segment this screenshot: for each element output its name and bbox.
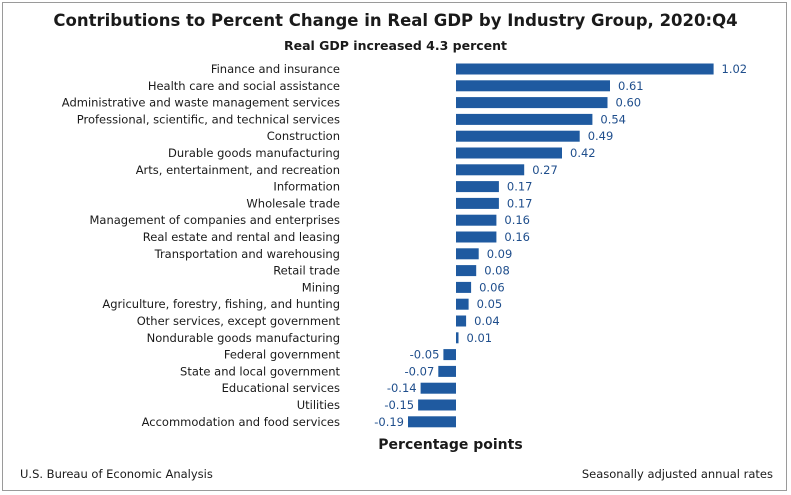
value-label: 0.49 <box>588 129 614 143</box>
category-label: Educational services <box>222 381 340 395</box>
value-label: 0.16 <box>504 213 530 227</box>
value-label: -0.15 <box>384 398 414 412</box>
bar <box>420 382 456 394</box>
category-label: Administrative and waste management serv… <box>62 96 340 110</box>
bar <box>456 214 497 226</box>
category-label: Durable goods manufacturing <box>168 146 340 160</box>
value-label: 0.27 <box>532 163 558 177</box>
bar <box>456 63 714 75</box>
bar <box>456 113 593 125</box>
bar <box>456 164 525 176</box>
category-label: Information <box>273 180 340 194</box>
category-label: Arts, entertainment, and recreation <box>136 163 340 177</box>
category-label: Real estate and rental and leasing <box>143 230 340 244</box>
category-label: Wholesale trade <box>246 196 340 210</box>
category-label: Finance and insurance <box>211 62 340 76</box>
category-label: Agriculture, forestry, fishing, and hunt… <box>102 297 340 311</box>
bar <box>456 281 472 293</box>
category-label: Federal government <box>224 348 341 362</box>
chart-title: Contributions to Percent Change in Real … <box>53 11 738 30</box>
category-label: Professional, scientific, and technical … <box>77 112 340 126</box>
value-label: -0.05 <box>410 348 440 362</box>
value-label: 0.01 <box>467 331 493 345</box>
bar <box>456 181 499 193</box>
bar <box>408 416 456 428</box>
value-label: 0.61 <box>618 79 644 93</box>
category-label: Utilities <box>297 398 340 412</box>
value-label: -0.14 <box>387 381 417 395</box>
value-label: 1.02 <box>722 62 748 76</box>
category-label: Accommodation and food services <box>142 415 340 429</box>
category-label: State and local government <box>180 364 340 378</box>
value-label: -0.19 <box>374 415 404 429</box>
bar <box>456 315 467 327</box>
bar <box>456 332 459 344</box>
category-label: Management of companies and enterprises <box>89 213 340 227</box>
bar <box>456 298 469 310</box>
category-labels: Finance and insurance Health care and soc… <box>62 62 341 429</box>
bars <box>408 63 714 428</box>
category-label: Health care and social assistance <box>148 79 340 93</box>
bar <box>456 97 608 109</box>
value-label: 0.16 <box>504 230 530 244</box>
value-label: 0.17 <box>507 196 533 210</box>
bar <box>456 130 580 142</box>
bar <box>456 265 477 277</box>
bar <box>456 197 499 209</box>
category-label: Transportation and warehousing <box>154 247 340 261</box>
category-label: Construction <box>267 129 340 143</box>
bar <box>456 147 562 159</box>
value-label: 0.06 <box>479 280 505 294</box>
value-label: 0.54 <box>600 112 626 126</box>
value-label: 0.08 <box>484 264 510 278</box>
category-label: Mining <box>302 280 340 294</box>
bar <box>438 365 456 377</box>
bar <box>443 349 456 361</box>
value-label: 0.60 <box>616 96 642 110</box>
category-label: Other services, except government <box>137 314 341 328</box>
bar <box>418 399 456 411</box>
rate-note: Seasonally adjusted annual rates <box>581 467 773 481</box>
bar <box>456 248 479 260</box>
bar <box>456 231 497 243</box>
source-note: U.S. Bureau of Economic Analysis <box>20 467 213 481</box>
bar <box>456 80 610 92</box>
category-label: Nondurable goods manufacturing <box>147 331 340 345</box>
value-label: 0.17 <box>507 180 533 194</box>
value-label: 0.42 <box>570 146 596 160</box>
value-label: -0.07 <box>405 364 435 378</box>
value-label: 0.09 <box>487 247 513 261</box>
chart-subtitle: Real GDP increased 4.3 percent <box>283 38 508 53</box>
value-labels: 1.02 0.61 0.60 0.54 0.49 0.42 0.27 0.17 0.17 0.16… <box>374 62 747 429</box>
category-label: Retail trade <box>273 264 340 278</box>
value-label: 0.05 <box>477 297 503 311</box>
value-label: 0.04 <box>474 314 500 328</box>
x-axis-label: Percentage points <box>378 437 523 453</box>
